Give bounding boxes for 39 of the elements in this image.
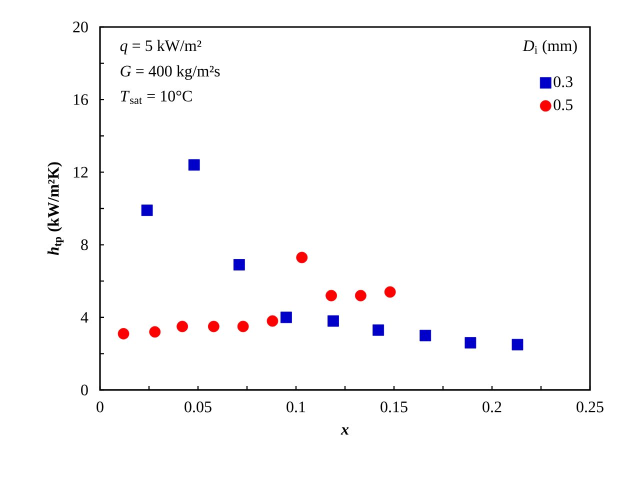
y-tick-label: 0 xyxy=(81,384,88,396)
point xyxy=(328,315,339,327)
y-tick-label: 20 xyxy=(73,22,88,32)
point xyxy=(149,326,161,338)
legend-label: 0.3 xyxy=(554,76,572,88)
y-tick-label: 16 xyxy=(74,94,88,105)
point xyxy=(354,290,366,302)
point xyxy=(296,252,308,264)
point xyxy=(280,312,292,324)
point xyxy=(512,338,524,350)
y-tick-label: 4 xyxy=(80,312,88,323)
point xyxy=(188,159,200,171)
point xyxy=(420,330,432,342)
point xyxy=(176,320,188,332)
point xyxy=(464,337,476,348)
x-tick-label: 0.1 xyxy=(286,402,306,412)
point xyxy=(208,320,220,332)
point xyxy=(233,259,245,270)
point xyxy=(326,290,337,302)
point xyxy=(237,320,249,332)
point xyxy=(372,324,384,336)
annotation: G = 400 kg/m²s xyxy=(120,65,220,80)
y-axis-title: h$_{tp}$ (kW/m²K) xyxy=(48,162,64,256)
annotation: T$_{sat}$ = 10°C xyxy=(120,90,192,104)
point xyxy=(266,315,278,327)
x-tick-label: 0.15 xyxy=(380,402,408,412)
x-tick-label: 0 xyxy=(96,402,104,412)
x-tick-label: 0.25 xyxy=(576,402,604,412)
annotation: q = 5 kW/m² xyxy=(120,40,202,54)
legend-title: D$_{i}$ (mm) xyxy=(522,40,577,54)
x-axis-title: x xyxy=(340,427,349,435)
x-tick-label: 0.05 xyxy=(184,402,212,412)
point xyxy=(118,328,130,340)
x-tick-label: 0.2 xyxy=(482,402,502,412)
y-tick-label: 8 xyxy=(81,239,88,250)
y-tick-label: 12 xyxy=(74,166,88,178)
legend-label: 0.5 xyxy=(554,99,572,110)
point xyxy=(141,204,153,216)
point xyxy=(384,286,396,298)
